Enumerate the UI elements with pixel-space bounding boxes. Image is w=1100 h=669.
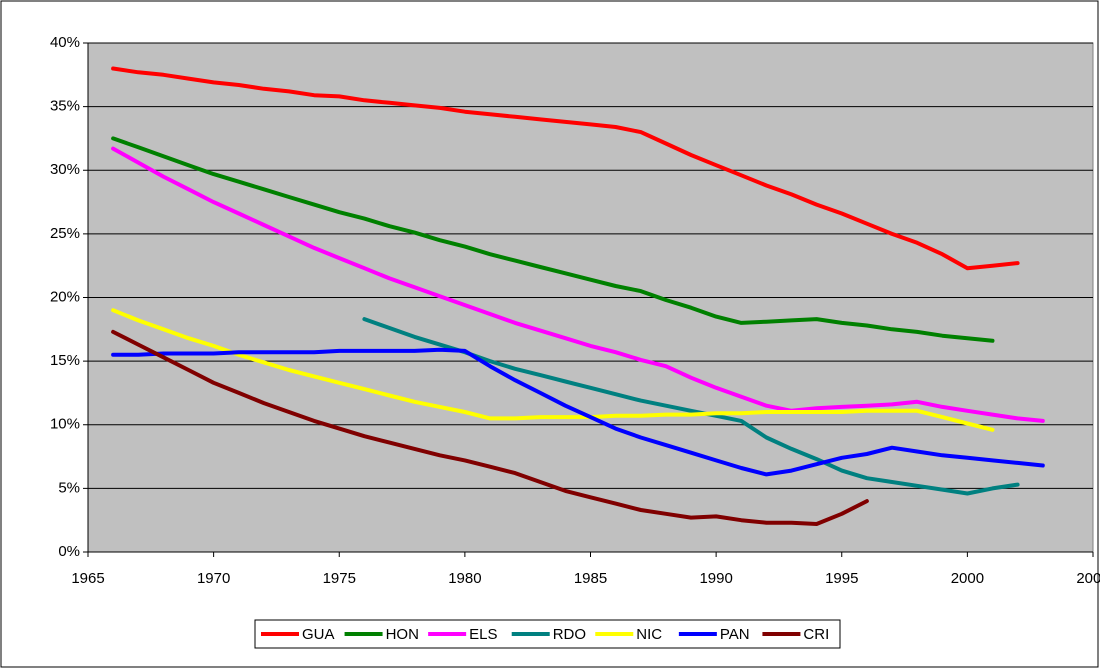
y-tick-label: 30%: [50, 161, 80, 178]
legend-label: ELS: [469, 626, 497, 643]
x-tick-label: 2005: [1076, 570, 1100, 587]
legend-label: HON: [386, 626, 419, 643]
x-tick-label: 1985: [574, 570, 607, 587]
x-tick-label: 1965: [71, 570, 104, 587]
y-tick-label: 5%: [58, 479, 80, 496]
x-tick-label: 1970: [197, 570, 230, 587]
y-tick-label: 40%: [50, 34, 80, 51]
y-tick-label: 15%: [50, 352, 80, 369]
series-line: [111, 329, 869, 526]
legend-label: NIC: [636, 626, 662, 643]
legend-label: CRI: [803, 626, 829, 643]
series-line: [111, 308, 995, 432]
series-line: [111, 66, 1020, 271]
x-tick-label: 1975: [323, 570, 356, 587]
y-tick-label: 25%: [50, 225, 80, 242]
x-tick-label: 2000: [951, 570, 984, 587]
legend-label: RDO: [553, 626, 586, 643]
series-line: [111, 136, 995, 343]
series-line: [111, 347, 1045, 477]
y-tick-label: 35%: [50, 98, 80, 115]
series-line: [111, 146, 1045, 423]
y-tick-label: 10%: [50, 416, 80, 433]
y-tick-label: 0%: [58, 543, 80, 560]
x-tick-label: 1995: [825, 570, 858, 587]
legend-label: PAN: [720, 626, 750, 643]
y-tick-label: 20%: [50, 288, 80, 305]
legend-label: GUA: [302, 626, 335, 643]
x-tick-label: 1980: [448, 570, 481, 587]
x-tick-label: 1990: [699, 570, 732, 587]
